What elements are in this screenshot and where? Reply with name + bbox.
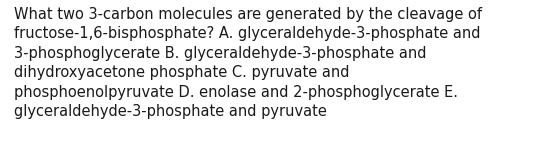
Text: What two 3-carbon molecules are generated by the cleavage of
fructose-1,6-bispho: What two 3-carbon molecules are generate… (14, 7, 482, 119)
